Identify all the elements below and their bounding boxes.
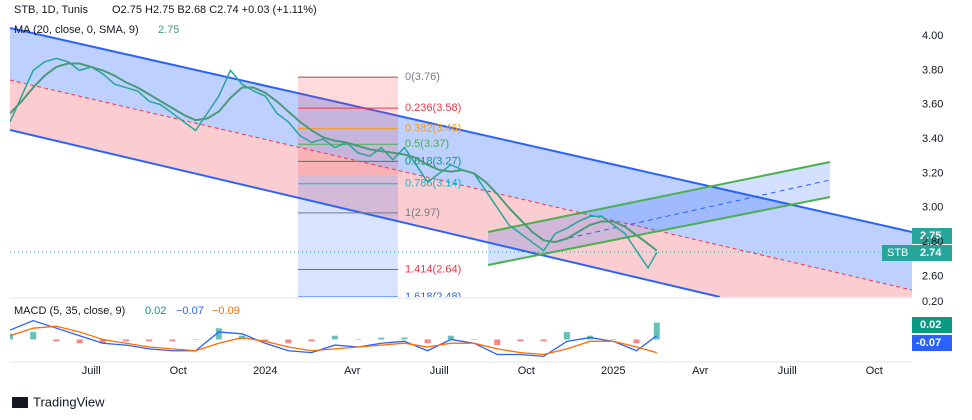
histogram-bar (30, 331, 37, 340)
series-group (10, 57, 658, 270)
series-group (10, 319, 658, 358)
channel-line (10, 129, 721, 297)
histogram-bar (378, 337, 385, 340)
histogram-bar (355, 339, 362, 340)
fib-zone (298, 76, 398, 176)
channel-line (10, 27, 912, 233)
signal-badge-text: -0.07 (916, 337, 941, 349)
y-tick-label: 3.60 (922, 99, 943, 111)
y-tick-label: 2.60 (922, 270, 943, 282)
x-tick-label: Avr (344, 365, 361, 377)
rising-channel (488, 162, 830, 265)
series-line (10, 325, 657, 356)
macd-value: 0.02 (145, 305, 166, 317)
x-tick-label: Juill (430, 365, 449, 377)
histogram-bar (424, 339, 431, 344)
fib-label: 0.618(3.27) (405, 155, 461, 167)
y-tick-label: 3.80 (922, 64, 943, 76)
histogram-bar (494, 339, 501, 346)
fib-label: 0.382(3.46) (405, 123, 461, 135)
histogram-bar (146, 339, 153, 342)
histogram-bar (308, 339, 315, 342)
price-badge (882, 245, 952, 261)
rising-line (487, 161, 831, 233)
histogram-bar (285, 339, 292, 344)
rising-line (487, 196, 831, 266)
histogram-bar (610, 339, 617, 340)
ma-value: 2.75 (158, 24, 179, 36)
x-tick-label: 2025 (601, 365, 625, 377)
hist-value: −0.09 (212, 305, 240, 317)
histogram (10, 322, 660, 346)
histogram-bar (262, 339, 269, 342)
histogram-bar (215, 328, 222, 340)
x-tick-label: Oct (170, 365, 187, 377)
fib-label: 1(2.97) (405, 207, 440, 219)
histogram-bar (447, 335, 454, 340)
histogram-bar (517, 339, 524, 342)
histogram-bar (76, 339, 83, 344)
y-tick-label: 3.40 (922, 133, 943, 145)
histogram-bar (401, 337, 408, 340)
price-badge-text: 2.74 (920, 247, 942, 259)
histogram-bar (540, 339, 547, 342)
histogram-bar (563, 331, 570, 340)
y-tick-label: 3.00 (922, 202, 943, 214)
x-tick-label: Juill (778, 365, 797, 377)
x-tick-label: Oct (518, 365, 535, 377)
ma-legend: MA (20, close, 0, SMA, 9) (14, 24, 139, 36)
symbol-title: STB, 1D, Tunis (14, 4, 88, 16)
y-tick-label: 0.20 (922, 296, 943, 308)
fib-label: 1.618(2.48) (405, 291, 461, 303)
histogram-bar (10, 333, 13, 340)
histogram-bar (53, 339, 60, 342)
fib-label: 0.5(3.37) (405, 138, 449, 150)
histogram-bar (633, 339, 640, 344)
series-group (10, 62, 658, 252)
series-group (10, 325, 657, 356)
macd-badge-text: 0.02 (920, 319, 941, 331)
series-line (10, 57, 658, 270)
macd-legend: MACD (5, 35, close, 9) (14, 305, 125, 317)
x-tick-label: 2024 (253, 365, 277, 377)
channel-mid (10, 79, 912, 291)
series-line (10, 319, 658, 358)
histogram-bar (123, 339, 130, 342)
ma-badge (912, 228, 952, 244)
rising-mid (559, 179, 831, 241)
fib-zone (298, 176, 398, 297)
x-tick-label: Avr (692, 365, 709, 377)
y-tick-label: 2.80 (922, 236, 943, 248)
channel-lower (10, 80, 912, 297)
logo (12, 397, 28, 408)
series-line (10, 62, 658, 252)
fib-label: 1.414(2.64) (405, 263, 461, 275)
y-tick-label: 3.20 (922, 167, 943, 179)
y-tick-label: 4.00 (922, 30, 943, 42)
ma-badge-text: 2.75 (920, 230, 941, 242)
fib-label: 0.786(3.14) (405, 178, 461, 190)
x-tick-label: Oct (866, 365, 883, 377)
histogram-bar (653, 322, 660, 340)
signal-badge (912, 335, 952, 351)
fib-label: 0.236(3.58) (405, 102, 461, 114)
histogram-bar (169, 339, 176, 342)
ohlc: O2.75 H2.75 B2.68 C2.74 +0.03 (+1.11%) (112, 4, 317, 16)
footer: TradingView (33, 394, 105, 409)
x-tick-label: Juill (82, 365, 101, 377)
macd-badge (912, 317, 952, 333)
histogram-bar (192, 339, 199, 340)
fib-label: 0(3.76) (405, 71, 440, 83)
symbol-badge: STB (887, 247, 908, 259)
signal-value: −0.07 (176, 305, 204, 317)
histogram-bar (471, 339, 478, 340)
histogram-bar (99, 339, 106, 344)
histogram-bar (331, 335, 338, 340)
